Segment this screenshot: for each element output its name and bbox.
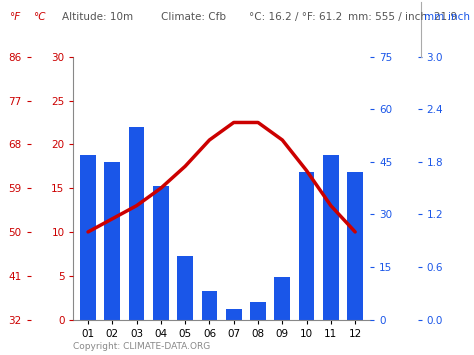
Text: Copyright: CLIMATE-DATA.ORG: Copyright: CLIMATE-DATA.ORG xyxy=(73,343,211,351)
Text: mm: 555 / inch: 21.9: mm: 555 / inch: 21.9 xyxy=(348,12,457,22)
Bar xyxy=(347,173,363,320)
Bar xyxy=(201,291,218,320)
Bar xyxy=(250,302,266,320)
Bar xyxy=(177,256,193,320)
Bar xyxy=(299,173,314,320)
Text: °F: °F xyxy=(9,12,21,22)
Bar xyxy=(323,155,339,320)
Text: °C: 16.2 / °F: 61.2: °C: 16.2 / °F: 61.2 xyxy=(249,12,342,22)
Bar xyxy=(226,309,242,320)
Text: mm: mm xyxy=(424,12,445,22)
Bar xyxy=(274,278,290,320)
Bar xyxy=(80,155,96,320)
Bar xyxy=(129,127,145,320)
Text: °C: °C xyxy=(33,12,46,22)
Text: Altitude: 10m: Altitude: 10m xyxy=(62,12,133,22)
Text: inch: inch xyxy=(448,12,470,22)
Text: Climate: Cfb: Climate: Cfb xyxy=(161,12,226,22)
Bar xyxy=(104,162,120,320)
Bar xyxy=(153,186,169,320)
